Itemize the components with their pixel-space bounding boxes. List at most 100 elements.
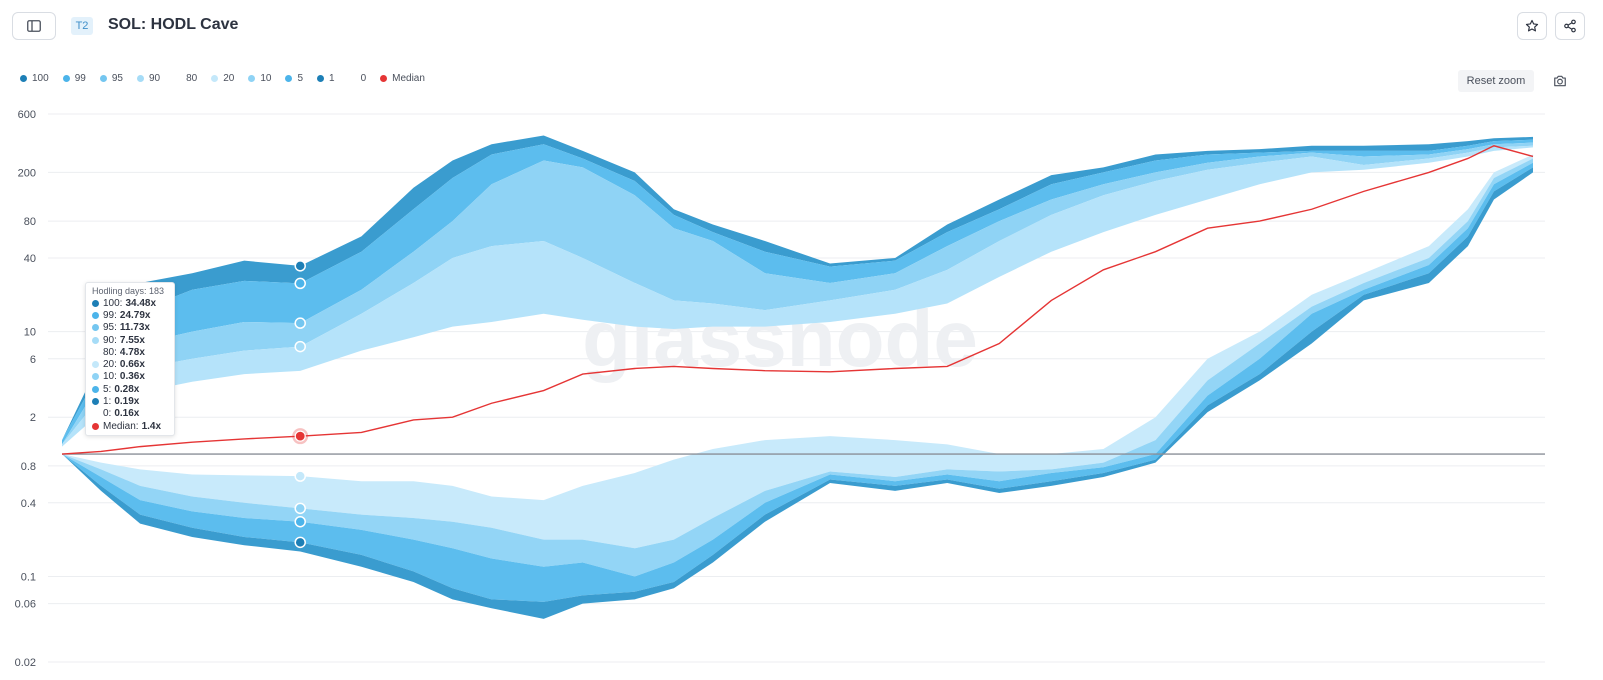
hover-marker-p1	[294, 536, 306, 549]
hover-marker-p90	[294, 340, 306, 353]
legend-item-5[interactable]: 5	[285, 73, 303, 84]
legend-marker	[317, 74, 324, 82]
legend-label: 10	[260, 72, 272, 84]
tooltip-row: 99: 24.79x	[92, 309, 168, 321]
legend-item-median[interactable]: Median	[380, 73, 425, 84]
tooltip-value: 1.4x	[141, 420, 162, 432]
legend-item-99[interactable]: 99	[62, 72, 86, 84]
tooltip-label: 100:	[103, 297, 123, 309]
tooltip-marker	[92, 361, 99, 369]
tooltip-label: 10:	[103, 371, 117, 383]
hover-marker-p100	[294, 260, 306, 272]
legend-marker	[248, 74, 256, 82]
legend-item-20[interactable]: 20	[211, 73, 234, 84]
tooltip-row: 1: 0.19x	[92, 395, 168, 407]
tooltip-label: 80:	[103, 346, 117, 358]
sidebar-icon	[27, 20, 41, 32]
legend-marker	[211, 74, 219, 82]
sidebar-toggle-button[interactable]	[12, 12, 56, 40]
tooltip-value: 0.66x	[119, 359, 145, 371]
legend-marker	[349, 75, 356, 82]
tooltip-marker	[92, 324, 99, 332]
tooltip-marker	[92, 336, 99, 344]
y-tick-label: 600	[18, 109, 36, 121]
tooltip-row: Median: 1.4x	[92, 420, 168, 432]
tooltip-label: 20:	[103, 359, 117, 371]
y-tick-label: 0.4	[21, 498, 36, 510]
tooltip-value: 34.48x	[125, 297, 157, 309]
band-1-0	[62, 167, 1533, 619]
y-tick-label: 6	[30, 354, 36, 366]
y-tick-label: 2	[30, 412, 36, 424]
y-tick-label: 40	[24, 253, 36, 265]
hover-marker-p95	[294, 317, 306, 329]
tooltip-value: 0.16x	[114, 408, 140, 420]
tooltip-label: Median:	[103, 420, 139, 432]
y-tick-label: 0.06	[15, 599, 36, 611]
band-20-10	[62, 154, 1533, 549]
tooltip-value: 24.79x	[119, 309, 151, 321]
tooltip-label: 1:	[103, 396, 112, 408]
hover-marker-p5	[294, 515, 306, 528]
hover-marker-median	[294, 430, 306, 442]
legend-label: 95	[111, 72, 123, 84]
legend-label: 99	[74, 72, 86, 84]
y-tick-label: 0.8	[21, 461, 36, 473]
tooltip-row: 95: 11.73x	[92, 322, 168, 334]
tooltip-row: 5: 0.28x	[92, 383, 168, 395]
star-icon	[1525, 19, 1539, 32]
legend-label: 1	[329, 72, 335, 84]
tooltip-row: 0: 0.16x	[92, 408, 168, 420]
legend-item-90[interactable]: 90	[136, 72, 161, 84]
tooltip-row: 20: 0.66x	[92, 358, 168, 370]
band-95-90	[62, 142, 1533, 445]
tooltip-label: 99:	[103, 309, 117, 321]
legend-label: 0	[360, 72, 367, 84]
legend-item-10[interactable]: 10	[248, 73, 271, 84]
legend-item-1[interactable]: 1	[317, 73, 335, 84]
tooltip-row: 10: 0.36x	[92, 371, 168, 383]
chart-tooltip: Hodling days: 183 100: 34.48x 99: 24.79x 95:…	[85, 282, 175, 437]
reset-zoom-button[interactable]: Reset zoom	[1458, 70, 1534, 92]
legend-marker	[285, 74, 293, 82]
tooltip-value: 0.36x	[119, 371, 145, 383]
hover-marker-p20	[294, 470, 306, 482]
legend-marker	[136, 74, 144, 82]
favorite-button[interactable]	[1517, 12, 1547, 40]
legend-item-0[interactable]: 0	[349, 73, 367, 84]
legend-label: 90	[148, 72, 161, 84]
legend-marker	[380, 74, 388, 82]
legend-label: 100	[32, 72, 49, 84]
legend-label: 20	[223, 72, 235, 84]
band-10-5	[62, 158, 1533, 577]
y-tick-label: 0.02	[15, 657, 36, 669]
tooltip-value: 11.73x	[119, 322, 150, 334]
legend-label: Median	[392, 72, 425, 84]
tooltip-row: 100: 34.48x	[92, 297, 168, 309]
tooltip-marker	[92, 422, 99, 430]
legend-marker	[20, 74, 27, 82]
y-tick-label: 200	[18, 167, 36, 179]
tooltip-label: 95:	[103, 322, 117, 334]
tooltip-title: Hodling days: 183	[92, 286, 165, 296]
tooltip-value: 0.19x	[114, 396, 140, 408]
screenshot-button[interactable]	[1551, 73, 1569, 89]
tooltip-marker	[92, 373, 99, 381]
tooltip-label: 5:	[103, 383, 112, 395]
tooltip-marker	[92, 311, 99, 319]
y-tick-label: 10	[24, 327, 36, 339]
share-button[interactable]	[1555, 12, 1585, 40]
legend-marker	[99, 74, 107, 82]
top-bar: T2 SOL: HODL Cave	[0, 0, 1603, 52]
tooltip-label: 90:	[103, 334, 117, 346]
legend-item-80[interactable]: 80	[174, 73, 197, 84]
tooltip-value: 7.55x	[119, 334, 145, 346]
legend-label: 5	[297, 72, 303, 84]
legend-item-100[interactable]: 100	[20, 73, 49, 84]
legend-item-95[interactable]: 95	[99, 72, 123, 84]
tooltip-value: 0.28x	[114, 383, 140, 395]
tooltip-row: 80: 4.78x	[92, 346, 168, 358]
camera-icon	[1554, 75, 1566, 87]
page-title: SOL: HODL Cave	[108, 16, 239, 33]
